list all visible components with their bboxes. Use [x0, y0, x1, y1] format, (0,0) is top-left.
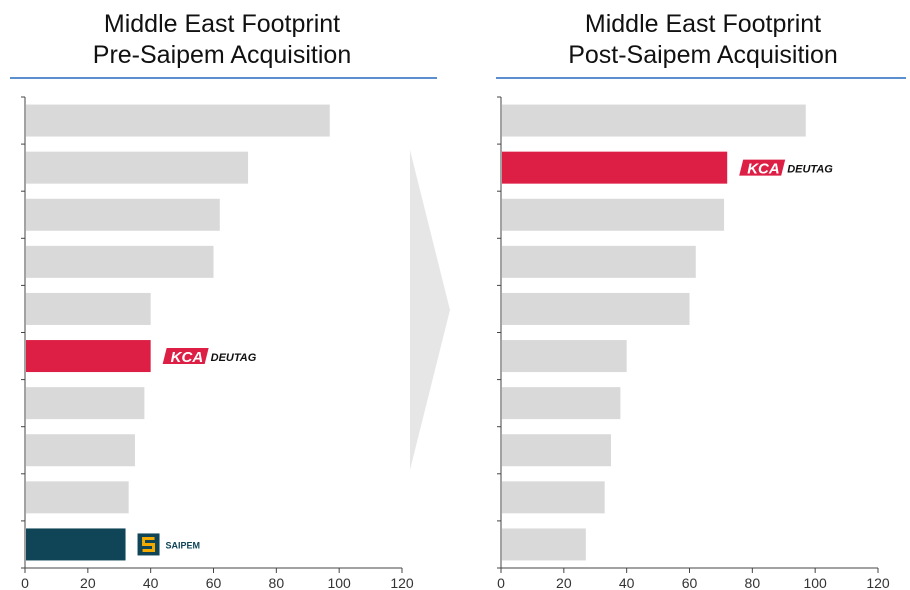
right-x-tick-label: 100 — [803, 575, 827, 590]
left-bar — [26, 151, 249, 184]
left-deutag-logo-text: DEUTAG — [211, 352, 257, 364]
left-kca-logo-block — [162, 348, 209, 365]
left-x-tick-label: 100 — [327, 575, 351, 590]
left-bar — [26, 434, 135, 467]
right-bar — [502, 198, 725, 231]
right-x-tick-label: 80 — [745, 575, 761, 590]
left-bar — [26, 104, 330, 137]
right-x-tick-label: 60 — [682, 575, 698, 590]
right-kca-logo-text: KCA — [747, 161, 780, 178]
left-bar — [26, 528, 126, 561]
left-saipem-logo-text: SAIPEM — [166, 540, 201, 550]
chevron-right-arrow-icon — [410, 150, 450, 470]
left-x-tick-label: 20 — [80, 575, 96, 590]
left-bar — [26, 387, 145, 420]
left-x-tick-label: 80 — [269, 575, 285, 590]
left-title-line-2: Pre-Saipem Acquisition — [92, 41, 352, 69]
right-bar-chart: 0 20 40 60 80 100 120 KCA DEUTAG — [497, 96, 890, 590]
right-bar — [502, 387, 621, 420]
right-title-line-1: Middle East Footprint — [584, 10, 822, 38]
left-kca-logo-text: KCA — [171, 349, 204, 366]
left-title-underline — [10, 77, 437, 79]
right-bar — [502, 245, 696, 278]
left-kca-deutag-logo: KCA DEUTAG — [162, 348, 257, 366]
left-bar — [26, 481, 129, 514]
arrow-shape — [410, 150, 450, 470]
right-x-tick-label: 20 — [556, 575, 572, 590]
right-x-tick-label: 120 — [866, 575, 890, 590]
right-bar — [502, 481, 605, 514]
left-bar — [26, 340, 151, 373]
left-bar-chart: 0 20 40 60 80 100 120 KCA DEUTAG SAIPEM — [21, 96, 414, 590]
left-x-tick-label: 120 — [390, 575, 414, 590]
right-bar — [502, 434, 611, 467]
right-title-line-2: Post-Saipem Acquisition — [568, 41, 838, 69]
left-title-line-1: Middle East Footprint — [103, 10, 341, 38]
left-saipem-logo: SAIPEM — [137, 533, 201, 556]
right-x-tick-label: 0 — [497, 575, 505, 590]
left-chart-title: Middle East Footprint Pre-Saipem Acquisi… — [10, 9, 434, 71]
left-bar — [26, 292, 151, 325]
right-title-underline — [496, 77, 906, 79]
left-bar — [26, 198, 220, 231]
right-bar — [502, 292, 690, 325]
right-deutag-logo-text: DEUTAG — [787, 164, 833, 176]
right-bar — [502, 104, 806, 137]
left-bar — [26, 245, 214, 278]
right-bar — [502, 528, 586, 561]
right-bar — [502, 151, 728, 184]
right-kca-logo-block — [739, 159, 786, 176]
left-x-tick-label: 0 — [21, 575, 29, 590]
right-x-tick-label: 40 — [619, 575, 635, 590]
left-x-tick-label: 40 — [143, 575, 159, 590]
left-x-tick-label: 60 — [206, 575, 222, 590]
left-saipem-logo-s — [142, 536, 156, 552]
right-kca-deutag-logo: KCA DEUTAG — [739, 159, 833, 178]
right-bar — [502, 340, 627, 373]
right-chart-title: Middle East Footprint Post-Saipem Acquis… — [496, 9, 910, 71]
